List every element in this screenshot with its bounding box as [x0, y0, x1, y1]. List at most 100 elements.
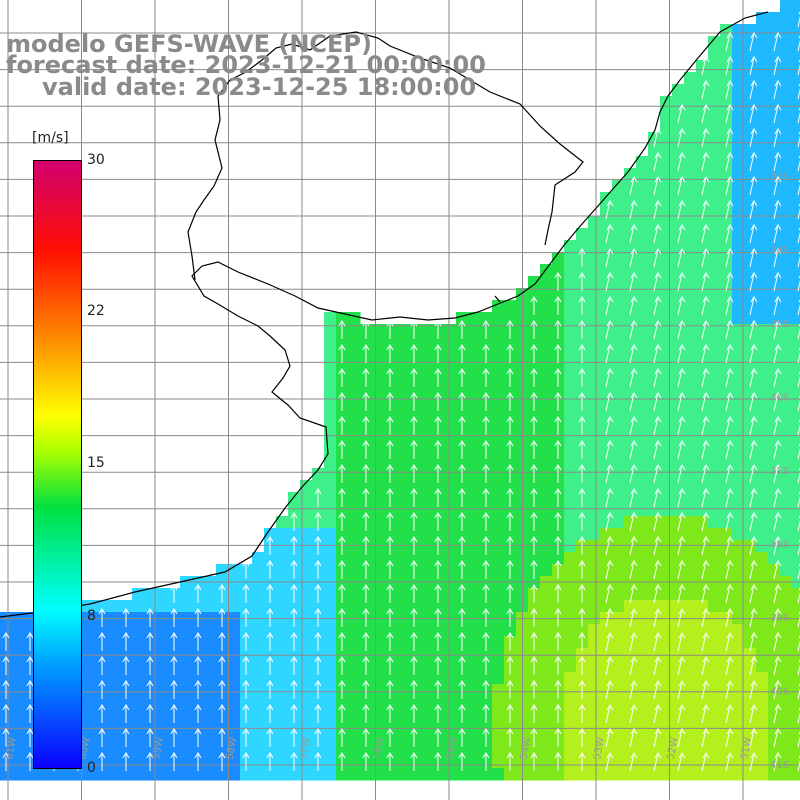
- wind-arrow: [362, 320, 370, 339]
- wind-cell: [252, 648, 265, 661]
- wind-cell: [588, 708, 601, 721]
- valid-date: valid date: 2023-12-25 18:00:00: [42, 73, 477, 101]
- wind-arrow: [629, 704, 638, 724]
- wind-arrow: [677, 296, 686, 316]
- wind-arrow: [242, 680, 250, 699]
- wind-cell: [372, 552, 385, 565]
- wind-cell: [756, 684, 769, 697]
- wind-arrow: [458, 416, 466, 435]
- wind-cell: [672, 444, 685, 457]
- wind-cell: [648, 156, 661, 169]
- wind-cell: [96, 744, 109, 757]
- wind-cell: [588, 696, 601, 709]
- wind-arrow: [386, 560, 394, 579]
- wind-cell: [780, 12, 793, 25]
- wind-arrow: [797, 35, 800, 52]
- wind-cell: [756, 192, 769, 205]
- wind-cell: [768, 324, 781, 337]
- wind-cell: [324, 324, 337, 337]
- wind-cell: [600, 252, 613, 265]
- wind-cell: [684, 276, 697, 289]
- wind-cell: [696, 204, 709, 217]
- wind-arrow: [194, 728, 202, 747]
- wind-cell: [756, 264, 769, 277]
- wind-cell: [780, 624, 793, 637]
- wind-cell: [792, 444, 800, 457]
- wind-cell: [276, 636, 289, 649]
- wind-arrow: [314, 512, 322, 531]
- wind-cell: [540, 396, 553, 409]
- wind-cell: [372, 540, 385, 553]
- wind-cell: [756, 216, 769, 229]
- wind-arrow: [725, 560, 734, 580]
- wind-cell: [552, 624, 565, 637]
- wind-cell: [564, 252, 577, 265]
- wind-cell: [660, 672, 673, 685]
- wind-cell: [768, 12, 781, 25]
- wind-cell: [684, 564, 697, 577]
- wind-arrow: [482, 536, 490, 555]
- wind-cell: [720, 396, 733, 409]
- wind-cell: [372, 408, 385, 421]
- wind-cell: [192, 696, 205, 709]
- wind-arrow: [653, 320, 662, 340]
- wind-cell: [660, 360, 673, 373]
- wind-cell: [540, 732, 553, 745]
- wind-cell: [444, 384, 457, 397]
- wind-cell: [756, 420, 769, 433]
- wind-cell: [480, 672, 493, 685]
- wind-cell: [780, 120, 793, 133]
- wind-cell: [612, 228, 625, 241]
- wind-cell: [420, 420, 433, 433]
- wind-cell: [288, 624, 301, 637]
- wind-cell: [180, 768, 193, 781]
- wind-cell: [456, 384, 469, 397]
- wind-arrow: [797, 755, 800, 772]
- wind-cell: [492, 588, 505, 601]
- wind-cell: [768, 588, 781, 601]
- wind-cell: [600, 540, 613, 553]
- wind-arrow: [749, 152, 758, 172]
- wind-cell: [576, 744, 589, 757]
- wind-cell: [372, 672, 385, 685]
- wind-cell: [612, 684, 625, 697]
- wind-cell: [492, 636, 505, 649]
- wind-cell: [732, 72, 745, 85]
- wind-arrow: [458, 584, 466, 603]
- wind-cell: [768, 468, 781, 481]
- wind-arrow: [653, 752, 662, 772]
- wind-cell: [732, 696, 745, 709]
- wind-cell: [180, 684, 193, 697]
- latitude-label: 35S: [770, 319, 789, 330]
- wind-cell: [432, 624, 445, 637]
- wind-cell: [96, 672, 109, 685]
- wind-cell: [636, 432, 649, 445]
- wind-cell: [792, 264, 800, 277]
- wind-cell: [792, 84, 800, 97]
- wind-cell: [756, 408, 769, 421]
- wind-arrow: [653, 152, 662, 172]
- wind-cell: [708, 180, 721, 193]
- wind-arrow: [482, 728, 490, 747]
- wind-cell: [732, 216, 745, 229]
- wind-arrow: [362, 488, 370, 507]
- wind-arrow: [629, 560, 638, 580]
- wind-arrow: [410, 560, 418, 579]
- wind-cell: [492, 672, 505, 685]
- wind-arrow: [458, 680, 466, 699]
- wind-cell: [708, 216, 721, 229]
- wind-cell: [348, 588, 361, 601]
- wind-cell: [444, 672, 457, 685]
- wind-cell: [324, 756, 337, 769]
- wind-cell: [624, 660, 637, 673]
- wind-cell: [780, 96, 793, 109]
- wind-arrow: [434, 512, 442, 531]
- wind-cell: [132, 696, 145, 709]
- wind-arrow: [701, 296, 710, 316]
- wind-cell: [792, 744, 800, 757]
- wind-cell: [660, 108, 673, 121]
- wind-arrow: [653, 368, 662, 388]
- wind-cell: [708, 156, 721, 169]
- wind-cell: [504, 300, 517, 313]
- wind-cell: [576, 360, 589, 373]
